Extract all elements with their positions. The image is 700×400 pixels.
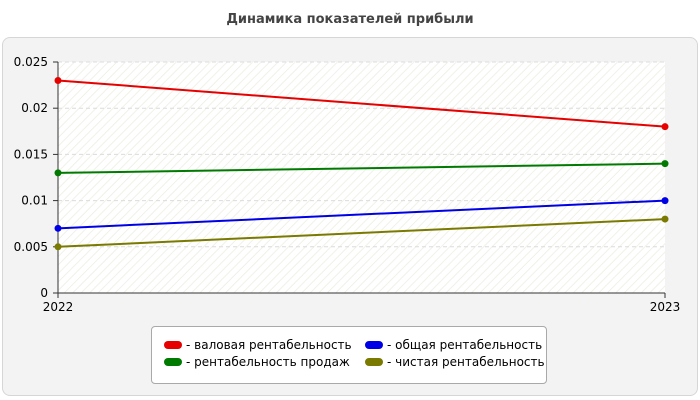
y-tick-label: 0.005 <box>14 240 48 254</box>
legend-item-series-1: - валовая рентабельность <box>164 337 352 353</box>
x-tick-label: 2023 <box>650 300 681 314</box>
legend-item-series-2: - общая рентабельность <box>365 337 542 353</box>
plot-background <box>58 62 665 293</box>
legend: - валовая рентабельность - общая рентабе… <box>151 326 547 384</box>
chart-title: Динамика показателей прибыли <box>226 12 474 27</box>
legend-swatch-series-4 <box>365 358 383 366</box>
legend-swatch-series-2 <box>365 341 383 349</box>
data-point-series-3 <box>54 169 62 177</box>
series-line-2 <box>57 199 666 230</box>
y-tick-label: 0.015 <box>14 147 48 161</box>
series-line-4 <box>57 218 666 248</box>
y-tick-label: 0.02 <box>21 101 48 115</box>
legend-label-series-4: - чистая рентабельность <box>387 355 545 369</box>
legend-swatch-series-3 <box>164 358 182 366</box>
data-point-series-1 <box>54 76 62 84</box>
legend-label-series-1: - валовая рентабельность <box>186 338 352 352</box>
x-tick-label: 2022 <box>43 300 74 314</box>
legend-label-series-2: - общая рентабельность <box>387 338 543 352</box>
series-line-1 <box>57 79 666 128</box>
legend-label-series-3: - рентабельность продаж <box>186 355 350 369</box>
y-tick-label: 0.025 <box>14 55 48 69</box>
legend-swatch-series-1 <box>164 341 182 349</box>
data-point-series-3 <box>661 160 669 168</box>
data-point-series-4 <box>661 215 669 223</box>
y-tick-label: 0.01 <box>21 194 48 208</box>
data-point-series-2 <box>54 224 62 232</box>
series-line-3 <box>57 162 666 174</box>
data-point-series-2 <box>661 197 669 205</box>
legend-item-series-4: - чистая рентабельность <box>365 354 545 370</box>
data-point-series-4 <box>54 243 62 251</box>
y-tick-label: 0 <box>40 286 48 300</box>
data-point-series-1 <box>661 123 669 131</box>
legend-item-series-3: - рентабельность продаж <box>164 354 350 370</box>
